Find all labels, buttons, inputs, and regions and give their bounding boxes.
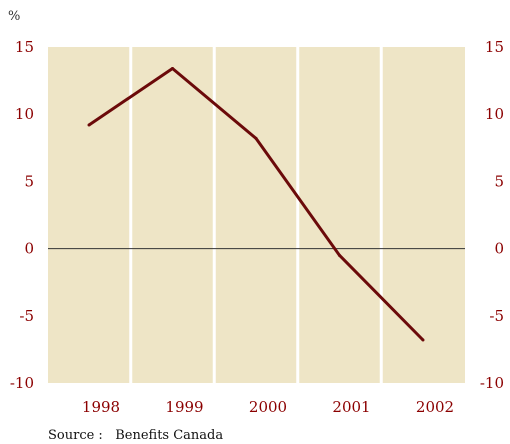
y-tick-label-right: 0 bbox=[494, 240, 504, 258]
x-tick-label: 1998 bbox=[82, 398, 120, 416]
y-tick-label-left: -5 bbox=[19, 307, 34, 325]
unit-label: % bbox=[8, 9, 20, 24]
y-tick-label-left: 0 bbox=[24, 240, 34, 258]
x-tick-label: 1999 bbox=[165, 398, 203, 416]
data-point bbox=[338, 253, 341, 257]
y-tick-label-right: 10 bbox=[485, 105, 504, 123]
y-axis-right: 15 10 5 0 -5 -10 bbox=[480, 38, 504, 392]
data-point bbox=[421, 338, 425, 342]
x-axis: 1998 1999 2000 2001 2002 bbox=[82, 398, 454, 416]
x-tick-label: 2000 bbox=[249, 398, 287, 416]
source-label: Source : bbox=[48, 428, 103, 443]
plot-area bbox=[48, 47, 465, 383]
source-text: Benefits Canada bbox=[115, 428, 224, 443]
y-tick-label-left: 5 bbox=[24, 172, 34, 190]
data-point bbox=[254, 136, 258, 140]
y-tick-label-right: 5 bbox=[494, 172, 504, 190]
source-note: Source : Benefits Canada bbox=[48, 428, 223, 443]
y-tick-label-left: 10 bbox=[15, 105, 34, 123]
data-point bbox=[87, 123, 91, 127]
y-tick-label-right: -10 bbox=[480, 374, 504, 392]
data-point bbox=[171, 67, 174, 71]
x-tick-label: 2001 bbox=[332, 398, 370, 416]
x-tick-label: 2002 bbox=[416, 398, 454, 416]
y-axis-left: 15 10 5 0 -5 -10 bbox=[10, 38, 34, 392]
y-tick-label-right: -5 bbox=[489, 307, 504, 325]
y-tick-label-right: 15 bbox=[485, 38, 504, 56]
y-tick-label-left: 15 bbox=[15, 38, 34, 56]
y-tick-label-left: -10 bbox=[10, 374, 34, 392]
